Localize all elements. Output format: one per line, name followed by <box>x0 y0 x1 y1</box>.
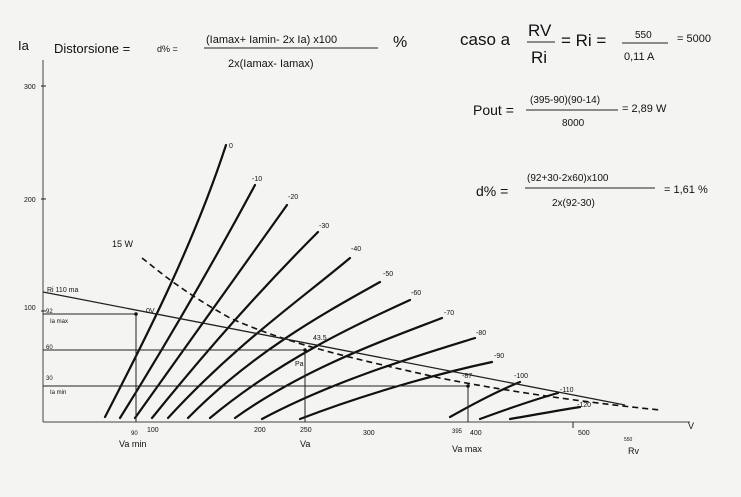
load-frac2-num: 550 <box>635 30 652 41</box>
y-tick-200: 200 <box>24 197 36 204</box>
curve-m80 <box>260 336 477 421</box>
x-tick-550: 550 <box>624 437 633 443</box>
formula-distortion: Distorsione = d% = (Iamax+ Iamin- 2x Ia)… <box>54 34 407 70</box>
distortion-lhs: d% = <box>157 44 178 54</box>
va-395-label: 395 <box>452 429 463 435</box>
curve-label-0: 0 <box>229 143 233 150</box>
rv-label: Rv <box>628 446 639 456</box>
distortion-numerator: (Iamax+ Iamin- 2x Ia) x100 <box>206 34 337 46</box>
x-tick-200: 200 <box>254 427 266 434</box>
formula-load: caso a RV Ri = Ri = 550 0,11 A = 5000 <box>460 21 711 67</box>
curve-label-m40: -40 <box>351 246 361 253</box>
x-tick-300: 300 <box>363 430 375 437</box>
distortion-result-value: = 1,61 % <box>664 184 708 196</box>
curve-label-m70: -70 <box>444 310 454 317</box>
ia-max-label: Ia max <box>50 319 68 325</box>
va-90-label: 90 <box>131 431 138 437</box>
distortion-result-denominator: 2x(92-30) <box>552 198 595 209</box>
formula-distortion-result: d% = (92+30-2x60)x100 2x(92-30) = 1,61 % <box>476 173 708 209</box>
distortion-result-numerator: (92+30-2x60)x100 <box>527 173 609 184</box>
curve-m110 <box>478 391 560 421</box>
va-label: Va <box>300 439 310 449</box>
plate-curves <box>103 143 582 421</box>
curve-m60 <box>208 298 412 420</box>
load-line-label: Ri 110 ma <box>47 287 78 294</box>
y-tick-300: 300 <box>24 84 36 91</box>
va-min-label: Va min <box>119 439 146 449</box>
load-frac1-num: RV <box>528 21 552 40</box>
curve-m40 <box>166 256 352 420</box>
curve-label-m20: -20 <box>288 194 298 201</box>
power-result: = 2,89 W <box>622 103 667 115</box>
ia-30-label: 30 <box>46 376 53 382</box>
operating-point-quiescent <box>303 348 307 352</box>
x-tick-400: 400 <box>470 430 482 437</box>
y-axis-label: Ia <box>18 38 30 53</box>
bias-87-label: -87 <box>462 373 472 380</box>
curve-m120 <box>508 405 582 421</box>
power-denominator: 8000 <box>562 118 585 129</box>
curve-m30 <box>150 230 320 420</box>
load-frac1-den: Ri <box>531 48 547 67</box>
operating-point-max <box>134 312 138 316</box>
y-tick-100: 100 <box>24 305 36 312</box>
load-result: = 5000 <box>677 33 711 45</box>
distortion-result-lhs: d% = <box>476 183 508 199</box>
curve-label-m110: -110 <box>560 387 574 394</box>
va-max-label: Va max <box>452 444 482 454</box>
curve-m50 <box>186 280 382 420</box>
power-lhs: Pout = <box>473 102 514 118</box>
curve-label-m60: -60 <box>411 290 421 297</box>
curve-label-m10: -10 <box>252 176 262 183</box>
load-line <box>42 291 626 406</box>
curve-label-m50: -50 <box>383 271 393 278</box>
ia-60-label: 60 <box>46 345 53 351</box>
ia-92-label: 92 <box>46 309 53 315</box>
x-tick-100: 100 <box>147 427 159 434</box>
load-eq: = Ri = <box>561 31 606 50</box>
distortion-label: Distorsione = <box>54 41 130 56</box>
load-text: caso a <box>460 30 511 49</box>
x-tick-500: 500 <box>578 430 590 437</box>
formula-power: Pout = (395-90)(90-14) 8000 = 2,89 W <box>473 95 667 129</box>
curve-label-m100: -100 <box>514 373 528 380</box>
curve-m70 <box>233 316 444 420</box>
q-point-label: Pa <box>295 361 304 368</box>
operating-point-min <box>466 384 470 388</box>
distortion-denominator: 2x(Iamax- Iamax) <box>228 58 314 70</box>
curve-m20 <box>133 203 289 420</box>
curve-label-m30: -30 <box>319 223 329 230</box>
power-numerator: (395-90)(90-14) <box>530 95 600 106</box>
bias-mid-label: 43.5 <box>313 335 327 342</box>
curve-m100 <box>448 380 522 419</box>
curve-0 <box>103 143 228 419</box>
x-tick-250: 250 <box>300 427 312 434</box>
curve-label-m90: -90 <box>494 353 504 360</box>
max-power-label: 15 W <box>112 239 134 249</box>
x-axis-label: V <box>688 421 694 431</box>
bias-0v-label: 0V <box>146 308 155 315</box>
max-power-curve <box>141 257 661 411</box>
curve-label-m80: -80 <box>476 330 486 337</box>
ia-min-label: Ia min <box>50 390 66 396</box>
curve-m10 <box>118 183 257 420</box>
distortion-unit: % <box>393 34 407 51</box>
curve-m90 <box>298 360 494 421</box>
curve-label-m120: -120 <box>577 402 591 409</box>
load-frac2-den: 0,11 A <box>624 51 655 63</box>
